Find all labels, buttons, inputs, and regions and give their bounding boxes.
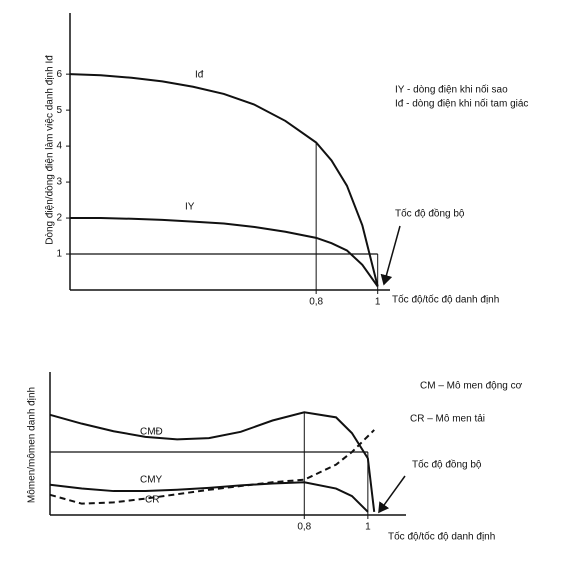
x-axis-label: Tốc độ/tốc độ danh định: [392, 294, 499, 306]
legend-text: IY - dòng điện khi nối sao: [395, 84, 508, 96]
y-tick-label: 4: [56, 141, 62, 152]
series-label: IY: [185, 202, 195, 213]
series-label: CMY: [140, 475, 163, 486]
x-tick-label: 0,8: [297, 522, 311, 533]
sync-arrow: [380, 225, 401, 286]
y-axis-label: Mômen/mômen danh định: [27, 387, 38, 503]
series-label: Iđ: [195, 70, 204, 81]
series-line: [49, 481, 369, 513]
series-line: [70, 217, 379, 287]
x-tick-label: 1: [365, 522, 371, 533]
series-label: CMĐ: [140, 427, 163, 438]
y-tick-label: 1: [56, 249, 62, 260]
y-tick-label: 5: [56, 105, 62, 116]
series-line: [49, 411, 376, 512]
legend-text: CM – Mô men động cơ: [420, 381, 523, 392]
series-label: CR: [145, 495, 159, 506]
legend-text: Iđ - dòng điện khi nối tam giác: [395, 98, 528, 110]
annotation: Tốc độ đồng bộ: [412, 459, 482, 471]
annotation: Tốc độ đồng bộ: [395, 208, 465, 220]
x-tick-label: 1: [375, 297, 381, 308]
sync-arrow: [378, 475, 406, 514]
x-axis-label: Tốc độ/tốc độ danh định: [388, 531, 495, 543]
series-line: [49, 429, 375, 505]
y-tick-label: 6: [56, 69, 62, 80]
x-tick-label: 0,8: [309, 297, 323, 308]
y-tick-label: 2: [56, 213, 62, 224]
series-line: [69, 73, 379, 287]
legend-text: CR – Mô men tải: [410, 414, 485, 425]
y-axis-label: Dòng điện/dòng điện làm việc danh định I…: [45, 55, 56, 245]
y-tick-label: 3: [56, 177, 62, 188]
